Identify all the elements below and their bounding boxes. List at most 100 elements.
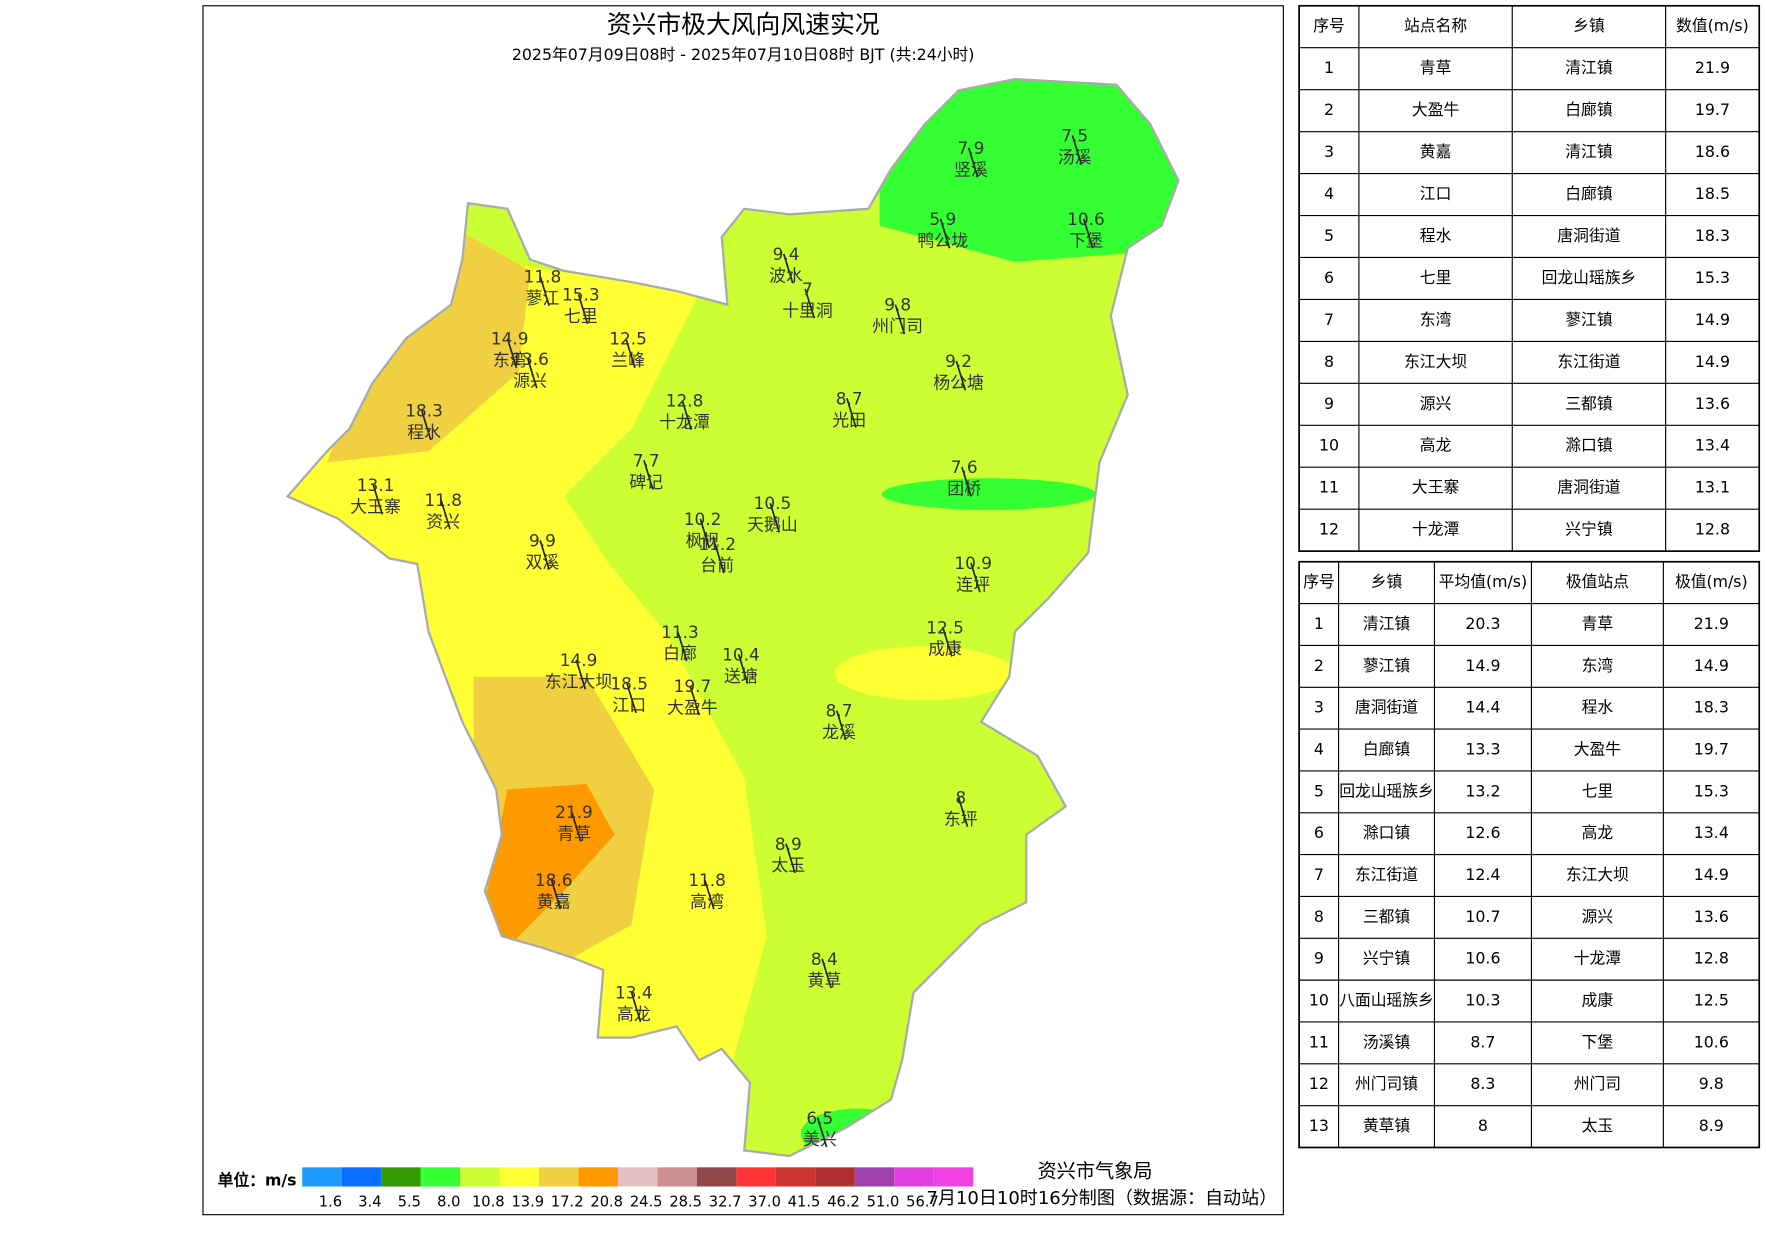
legend-swatch bbox=[657, 1167, 697, 1187]
table-cell: 10 bbox=[1309, 991, 1329, 1010]
table-cell: 三都镇 bbox=[1363, 907, 1411, 926]
wind-barb bbox=[967, 147, 979, 178]
table-cell: 下堡 bbox=[1582, 1032, 1614, 1051]
wind-barb bbox=[846, 397, 857, 428]
station-value: 10.9 bbox=[954, 553, 992, 573]
station-name: 团桥 bbox=[947, 479, 981, 499]
table-cell: 12.4 bbox=[1465, 865, 1500, 884]
table-cell: 12.8 bbox=[1694, 949, 1729, 968]
table-cell: 10.6 bbox=[1694, 1032, 1729, 1051]
station-name: 高湾 bbox=[690, 891, 724, 911]
table-cell: 东江大坝 bbox=[1566, 865, 1629, 884]
station-value: 8.4 bbox=[811, 949, 838, 969]
table-header: 乡镇 bbox=[1371, 572, 1403, 591]
station-value: 9.2 bbox=[945, 351, 972, 371]
wind-barb bbox=[970, 562, 981, 593]
station-name: 蓼江 bbox=[526, 288, 560, 308]
table-cell: 高龙 bbox=[1582, 823, 1614, 842]
table-cell: 4 bbox=[1324, 184, 1334, 203]
table-header: 极值(m/s) bbox=[1675, 572, 1748, 591]
station-value: 10.6 bbox=[1067, 209, 1105, 229]
table-frame bbox=[1298, 4, 1761, 552]
legend-label: 28.5 bbox=[669, 1193, 702, 1210]
table-cell: 13.6 bbox=[1695, 394, 1730, 413]
station-value: 6.5 bbox=[806, 1108, 833, 1128]
table-cell: 源兴 bbox=[1420, 394, 1452, 413]
wind-barb bbox=[1082, 218, 1094, 249]
wind-barb bbox=[550, 879, 562, 910]
wind-barb bbox=[961, 466, 972, 497]
wind-barb bbox=[1071, 135, 1083, 166]
station-name: 青草 bbox=[557, 824, 591, 844]
wind-barb bbox=[939, 218, 951, 249]
legend-label: 5.5 bbox=[398, 1193, 421, 1210]
table-cell: 白廊镇 bbox=[1565, 184, 1613, 203]
station-value: 8.7 bbox=[826, 701, 853, 721]
station-name: 送塘 bbox=[724, 666, 758, 686]
legend-label: 17.2 bbox=[551, 1193, 584, 1210]
table-cell: 州门司 bbox=[1574, 1074, 1621, 1093]
station-value: 5.9 bbox=[929, 209, 956, 229]
station-value: 11.8 bbox=[424, 490, 462, 510]
wind-barb bbox=[570, 811, 582, 842]
table-cell: 21.9 bbox=[1695, 58, 1730, 77]
station-name: 黄嘉 bbox=[537, 891, 571, 911]
table-cell: 白廊镇 bbox=[1565, 100, 1613, 119]
legend-swatch bbox=[854, 1167, 895, 1187]
table-cell: 唐洞街道 bbox=[1355, 698, 1418, 717]
table-cell: 13.4 bbox=[1694, 823, 1729, 842]
station-value: 11.3 bbox=[661, 622, 699, 642]
table-cell: 18.3 bbox=[1695, 226, 1730, 245]
wind-barb bbox=[575, 659, 587, 690]
station-name: 杨公塘 bbox=[933, 373, 984, 393]
wind-barb bbox=[526, 358, 538, 389]
table-cell: 八面山瑶族乡 bbox=[1339, 991, 1434, 1010]
station-name: 美兴 bbox=[803, 1129, 837, 1149]
station-value: 19.7 bbox=[674, 676, 712, 696]
wind-barb bbox=[630, 992, 642, 1023]
station-value: 11.8 bbox=[688, 870, 726, 890]
title: 资兴市极大风向风速实况 bbox=[607, 10, 880, 39]
station-name: 十里洞 bbox=[782, 300, 833, 320]
station-name: 光田 bbox=[832, 410, 866, 430]
station-name: 鸭公垅 bbox=[917, 230, 968, 250]
station-value: 12.5 bbox=[609, 329, 647, 349]
station-name: 东湾 bbox=[493, 350, 527, 370]
legend-swatch bbox=[617, 1167, 658, 1187]
table-cell: 5 bbox=[1324, 226, 1334, 245]
legend-swatch bbox=[420, 1167, 461, 1187]
table-cell: 12 bbox=[1319, 520, 1339, 539]
table-cell: 黄草镇 bbox=[1363, 1116, 1411, 1135]
station-value: 7.6 bbox=[951, 457, 978, 477]
table-cell: 10.7 bbox=[1465, 907, 1500, 926]
table-cell: 13.3 bbox=[1465, 740, 1500, 759]
table-cell: 1 bbox=[1314, 614, 1324, 633]
station-value: 14.9 bbox=[560, 650, 598, 670]
station-name: 大王寨 bbox=[350, 497, 401, 517]
table-cell: 9.8 bbox=[1699, 1074, 1724, 1093]
station-value: 18.6 bbox=[535, 870, 573, 890]
wind-barb bbox=[714, 543, 725, 574]
station-name: 下堡 bbox=[1069, 230, 1103, 250]
wind-barb bbox=[957, 797, 969, 828]
station-name: 竖溪 bbox=[954, 159, 988, 179]
table-cell: 东江街道 bbox=[1557, 352, 1620, 371]
table-cell: 8 bbox=[1314, 907, 1324, 926]
table-cell: 青草 bbox=[1582, 614, 1614, 633]
legend-label: 1.6 bbox=[319, 1193, 342, 1210]
station-value: 7.9 bbox=[958, 138, 985, 158]
table-cell: 东江大坝 bbox=[1404, 352, 1467, 371]
table-cell: 8.3 bbox=[1470, 1074, 1495, 1093]
legend-label: 41.5 bbox=[788, 1193, 821, 1210]
station-value: 10.5 bbox=[754, 493, 792, 513]
legend-swatch bbox=[381, 1167, 421, 1187]
table-cell: 14.9 bbox=[1695, 352, 1730, 371]
table-header: 平均值(m/s) bbox=[1439, 572, 1527, 591]
station-name: 资兴 bbox=[426, 511, 460, 531]
station-value: 13.1 bbox=[357, 475, 395, 495]
table-cell: 12.8 bbox=[1695, 520, 1730, 539]
table-cell: 七里 bbox=[1420, 268, 1452, 287]
table-cell: 唐洞街道 bbox=[1557, 478, 1620, 497]
wind-barb bbox=[372, 484, 384, 515]
